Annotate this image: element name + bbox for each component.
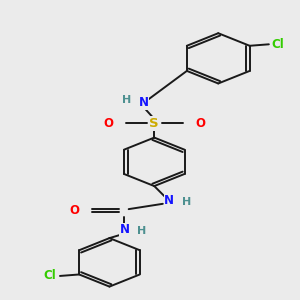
Text: N: N: [139, 96, 148, 109]
Text: O: O: [70, 204, 80, 217]
Text: N: N: [164, 194, 174, 207]
Text: H: H: [122, 95, 131, 105]
Text: H: H: [137, 226, 146, 236]
Text: H: H: [182, 197, 191, 207]
Text: O: O: [103, 117, 114, 130]
Text: N: N: [119, 223, 129, 236]
Text: S: S: [149, 117, 159, 130]
Text: Cl: Cl: [272, 38, 285, 51]
Text: Cl: Cl: [43, 269, 56, 282]
Text: O: O: [195, 117, 205, 130]
